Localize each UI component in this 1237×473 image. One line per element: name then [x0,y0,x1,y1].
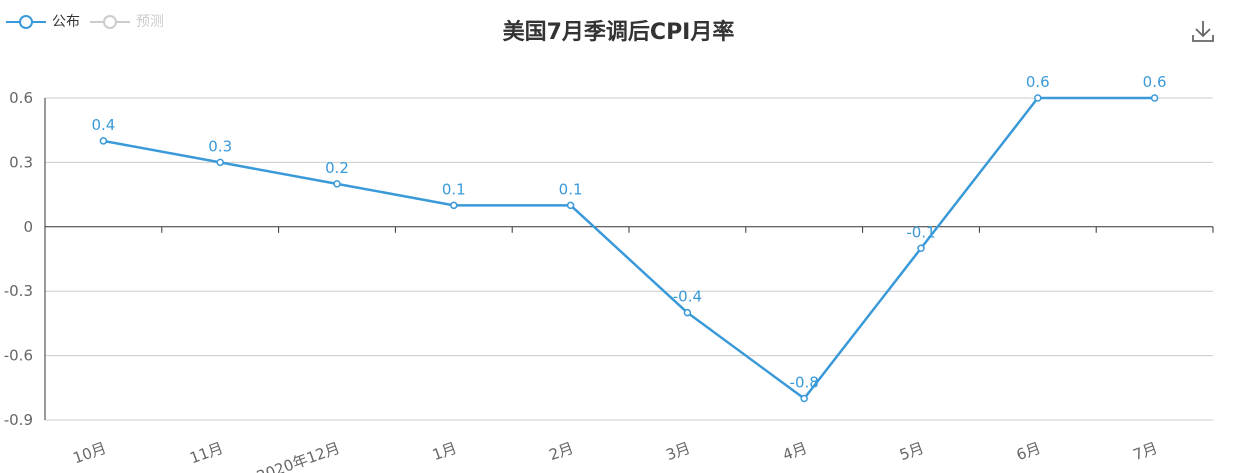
x-tick-label: 1月 [430,439,459,464]
data-point [99,137,108,145]
x-tick-label: 10月 [71,439,109,468]
data-label: 0.6 [1026,73,1050,91]
data-point [216,158,224,167]
data-label: -0.1 [906,223,935,241]
x-tick-label: 7月 [1131,439,1160,464]
chart-title: 美国7月季调后CPI月率 [502,20,735,45]
x-tick-label: 5月 [897,439,926,464]
data-point [917,244,925,253]
data-point [566,201,575,210]
x-tick-label: 2020年12月 [254,439,342,473]
data-label: 0.2 [325,159,349,177]
data-point [1150,94,1159,102]
data-label: 0.1 [559,180,583,198]
y-tick-label: -0.3 [4,282,33,300]
x-tick-label: 11月 [187,439,225,468]
data-label: 0.6 [1143,73,1167,91]
data-label: 0.4 [91,116,115,134]
data-point [1034,94,1042,102]
data-point [800,394,808,403]
x-tick-label: 2月 [547,439,576,464]
x-tick-label: 4月 [780,439,809,464]
y-tick-label: 0 [23,218,33,236]
legend-item-published[interactable]: 公布 [6,10,80,34]
y-tick-label: 0.6 [9,89,33,107]
series-line [103,96,1155,400]
y-tick-label: -0.9 [4,411,33,429]
legend-line-icon [90,15,130,29]
data-point [683,308,692,317]
data-label: 0.1 [442,180,466,198]
legend-line-icon [6,15,46,29]
data-label: -0.4 [673,288,702,306]
data-label: -0.8 [790,374,819,392]
legend-item-forecast[interactable]: 预测 [90,10,164,34]
y-tick-label: 0.3 [9,153,33,171]
y-tick-label: -0.6 [4,347,33,365]
legend-label-published: 公布 [52,14,80,30]
x-tick-label: 6月 [1014,439,1043,464]
data-point [333,180,341,188]
x-tick-label: 3月 [664,439,693,464]
download-icon[interactable] [1190,18,1216,44]
legend-label-forecast: 预测 [136,14,164,30]
legend: 公布 预测 [6,10,174,34]
data-label: 0.3 [208,137,232,155]
data-point [450,201,458,210]
